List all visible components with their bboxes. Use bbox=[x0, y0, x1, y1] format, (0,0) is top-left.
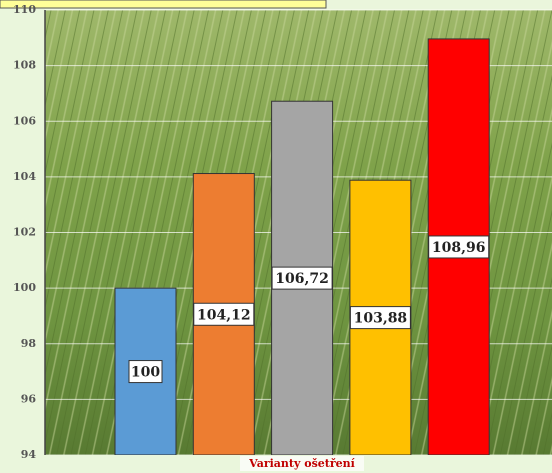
title-box bbox=[0, 0, 327, 9]
value-label: 100 bbox=[131, 365, 160, 381]
y-tick-label: 96 bbox=[21, 392, 37, 405]
y-tick-label: 108 bbox=[13, 59, 36, 72]
y-tick-label: 104 bbox=[13, 170, 36, 183]
value-label-box bbox=[128, 360, 163, 384]
y-tick-label: 98 bbox=[21, 337, 37, 350]
y-tick-label: 94 bbox=[21, 448, 37, 461]
y-tick-label: 100 bbox=[13, 281, 36, 294]
value-label-box bbox=[349, 306, 411, 330]
value-label-box bbox=[193, 302, 255, 326]
value-label: 108,96 bbox=[432, 240, 486, 256]
value-label: 104,12 bbox=[197, 307, 251, 323]
value-label-box bbox=[428, 235, 490, 259]
x-axis-label: Varianty ošetření bbox=[248, 457, 355, 470]
value-label: 106,72 bbox=[275, 271, 329, 287]
y-tick-label: 102 bbox=[13, 226, 36, 239]
value-label-box bbox=[271, 266, 333, 290]
y-tick-label: 110 bbox=[13, 3, 36, 16]
value-label: 103,88 bbox=[354, 311, 408, 327]
x-label-box bbox=[240, 456, 364, 471]
y-tick-label: 106 bbox=[13, 114, 36, 127]
